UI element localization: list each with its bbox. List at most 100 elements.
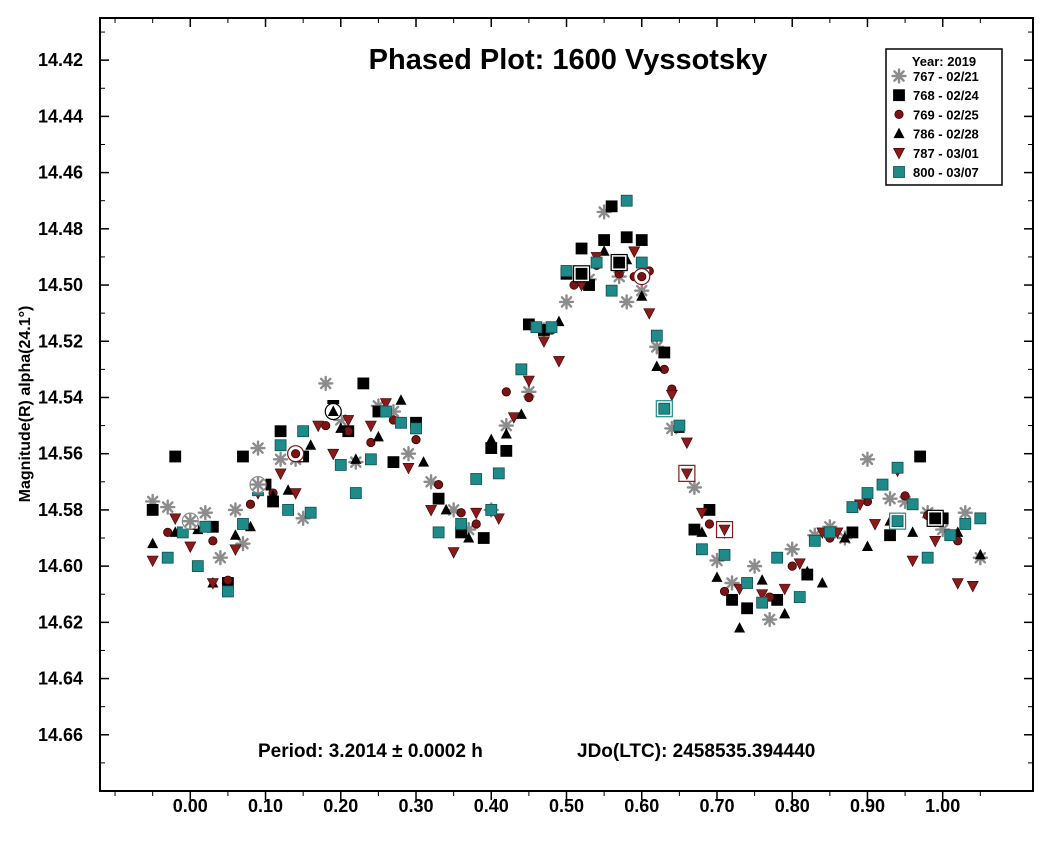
highlight-box <box>926 509 944 527</box>
data-point <box>327 448 340 461</box>
data-point <box>169 450 182 463</box>
data-point <box>184 541 197 554</box>
y-tick-label: 14.58 <box>38 500 83 520</box>
data-point <box>957 505 973 521</box>
highlighted-point <box>655 400 673 418</box>
asterisk-stroke <box>959 506 972 519</box>
data-point <box>163 527 173 537</box>
data-point <box>432 526 445 539</box>
data-point <box>801 565 813 577</box>
data-point <box>500 444 513 457</box>
data-point <box>718 548 731 561</box>
data-point <box>245 499 256 509</box>
highlight-box <box>655 400 673 418</box>
highlighted-marker <box>929 512 942 525</box>
data-point <box>906 498 919 511</box>
data-point <box>741 577 753 589</box>
legend-marker <box>893 127 905 139</box>
data-point <box>297 425 310 438</box>
legend-marker <box>891 68 907 84</box>
highlight-box <box>572 265 591 283</box>
data-point <box>921 551 934 564</box>
data-point <box>372 430 384 442</box>
data-point <box>628 246 641 258</box>
data-point <box>366 437 376 448</box>
data-point <box>906 555 919 568</box>
data-point <box>515 363 528 376</box>
highlighted-point <box>287 445 305 463</box>
data-point <box>492 467 505 480</box>
data-point <box>761 611 778 628</box>
data-point <box>635 256 648 269</box>
data-point <box>492 513 505 525</box>
data-point <box>882 490 898 507</box>
highlight-ring <box>324 402 342 421</box>
x-tick-label: 0.20 <box>323 796 358 816</box>
x-tick-label: 0.10 <box>248 796 283 816</box>
asterisk-stroke <box>620 296 633 308</box>
data-point <box>208 536 218 546</box>
data-point <box>696 543 708 556</box>
y-axis-label: Magnitude(R) alpha(24.1°) <box>17 306 34 503</box>
y-axis-ticks: 14.42 14.44 14.46 14.48 14.50 14.52 14.54 14.56… <box>38 31 1033 764</box>
asterisk-stroke <box>184 515 197 527</box>
data-point <box>605 284 618 297</box>
data-point <box>524 392 534 403</box>
asterisk-stroke <box>319 377 332 390</box>
highlighted-point <box>926 509 944 527</box>
highlighted-point <box>715 520 734 539</box>
data-point <box>784 541 800 557</box>
asterisk-stroke <box>560 296 573 308</box>
data-point <box>859 451 876 468</box>
legend-item: 787 - 03/01 <box>893 146 979 161</box>
data-point <box>485 504 498 516</box>
asterisk-stroke <box>199 506 212 519</box>
data-point <box>861 540 873 551</box>
highlighted-marker <box>680 468 693 481</box>
chart-title: Phased Plot: 1600 Vyssotsky <box>369 44 768 76</box>
data-point <box>636 290 648 301</box>
data-point <box>558 294 575 310</box>
data-point <box>147 537 159 549</box>
data-point <box>944 529 957 542</box>
data-point <box>605 200 618 213</box>
data-point <box>282 504 295 516</box>
y-tick-label: 14.66 <box>38 725 83 745</box>
data-point <box>418 456 430 467</box>
y-tick-label: 14.54 <box>38 387 83 407</box>
data-point <box>169 513 182 525</box>
data-point <box>876 478 889 491</box>
y-tick-label: 14.56 <box>38 444 83 464</box>
data-point <box>726 593 738 606</box>
data-point <box>688 523 701 536</box>
y-tick-label: 14.62 <box>38 612 83 632</box>
data-point <box>696 526 708 537</box>
asterisk-stroke <box>936 523 949 536</box>
asterisk-stroke <box>425 476 437 488</box>
data-point <box>411 435 421 445</box>
data-point <box>425 505 438 517</box>
y-tick-label: 14.64 <box>38 669 83 689</box>
data-point <box>658 346 671 359</box>
data-point <box>274 468 287 481</box>
data-point <box>471 519 481 529</box>
highlighted-point <box>888 512 907 530</box>
data-point <box>267 489 279 501</box>
x-tick-label: 0.30 <box>398 796 433 816</box>
data-point <box>846 526 859 539</box>
y-tick-label: 14.50 <box>38 275 83 295</box>
data-point <box>146 504 159 516</box>
highlight-box <box>888 512 907 530</box>
data-point <box>907 526 919 537</box>
data-point <box>665 389 678 402</box>
data-point <box>816 576 828 588</box>
data-point <box>447 547 460 559</box>
asterisk-stroke <box>252 478 264 491</box>
data-point <box>470 473 483 485</box>
data-point <box>590 256 603 269</box>
data-point <box>229 529 241 540</box>
data-point <box>237 518 249 530</box>
data-point <box>463 532 475 543</box>
asterisk-stroke <box>161 501 174 513</box>
data-point <box>515 408 527 419</box>
